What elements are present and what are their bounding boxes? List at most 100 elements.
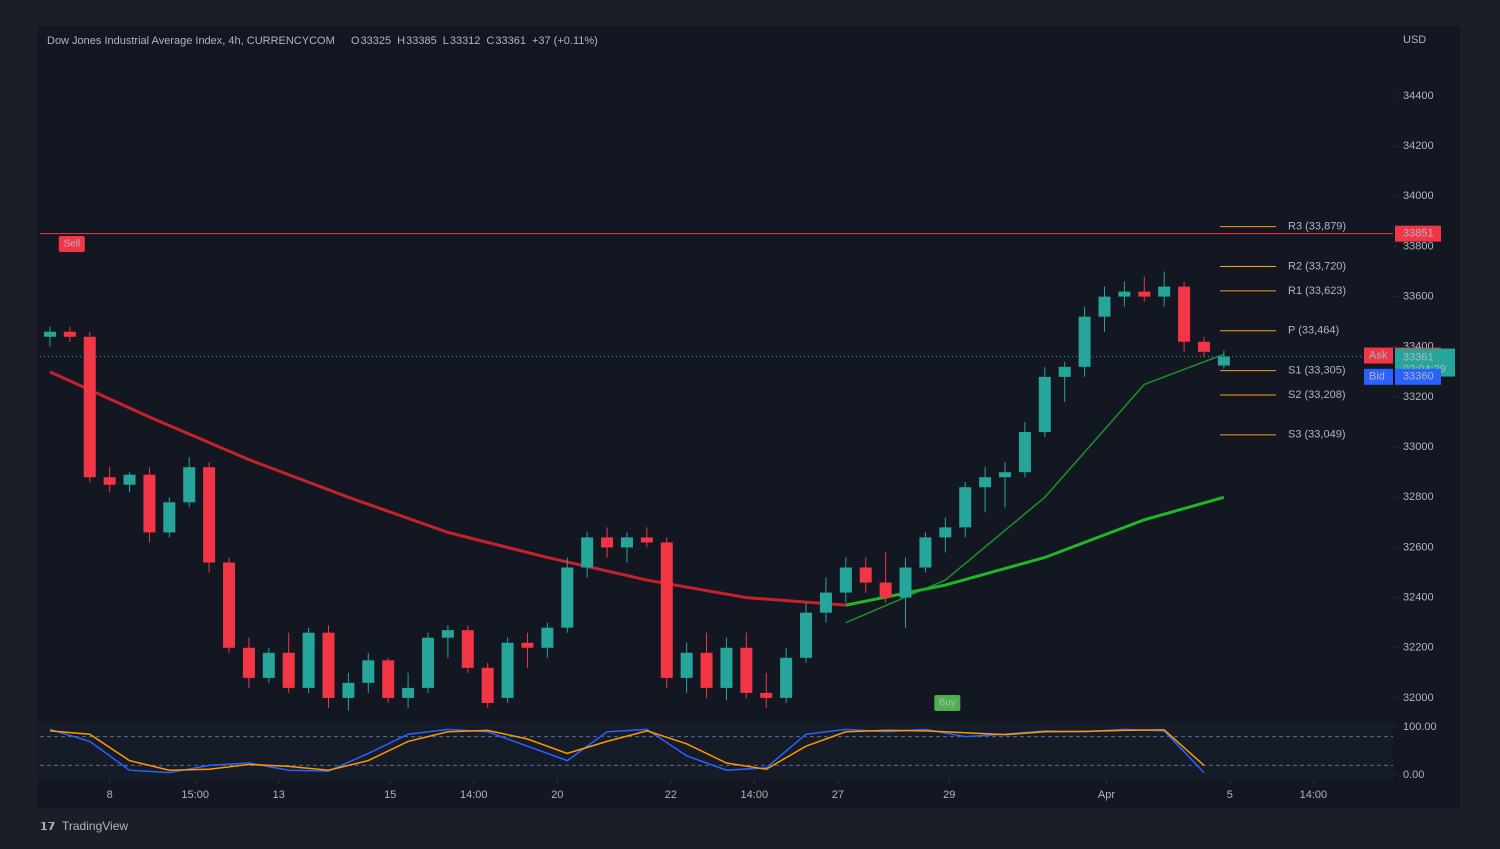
candle-body	[819, 592, 832, 613]
candle-body	[43, 331, 56, 337]
candle-body	[143, 474, 156, 533]
candle-body	[1018, 432, 1031, 473]
x-tick-label: 13	[273, 789, 285, 801]
candle-body	[521, 642, 534, 648]
candle-body	[1158, 286, 1171, 297]
currency: USD	[1403, 34, 1426, 46]
candle-body	[103, 477, 116, 485]
candle-body	[581, 537, 594, 568]
candle-body	[1038, 376, 1051, 433]
candle-body	[382, 660, 395, 698]
candle-body	[879, 582, 892, 598]
signal-label: Sell	[63, 239, 80, 250]
y-tick-label: 33000	[1403, 441, 1434, 453]
ohlc-legend: O 33325 H 33385 L 33312 C 33361 +37 (+0.11%)	[351, 35, 598, 47]
oscillator-tick-label: 100.00	[1403, 721, 1437, 733]
candle-body	[561, 567, 574, 628]
pivot-label: R2 (33,720)	[1288, 260, 1346, 272]
bid-tag	[1364, 368, 1393, 385]
signal-label: Buy	[939, 698, 956, 709]
candle-body	[242, 647, 255, 678]
y-tick-label: 32800	[1403, 491, 1434, 503]
candle-body	[640, 537, 653, 543]
x-tick-label: 15	[384, 789, 396, 801]
x-tick-label: Apr	[1098, 789, 1115, 801]
signal-badge	[934, 694, 961, 711]
logo-mark: 𝟭𝟳	[40, 821, 55, 833]
candle-body	[163, 502, 176, 533]
candle-body	[63, 331, 76, 337]
candle-body	[83, 336, 96, 478]
candle-body	[919, 537, 932, 568]
candle-body	[1078, 316, 1091, 367]
pivot-label: S3 (33,049)	[1288, 429, 1345, 441]
candle-body	[1098, 296, 1111, 317]
brand: TradingView	[62, 819, 128, 833]
ohlc-key: H	[397, 35, 405, 47]
ohlc-value: 33385	[406, 35, 437, 47]
signal-badge	[58, 235, 85, 252]
candle-body	[223, 562, 236, 648]
candle-body	[939, 527, 952, 538]
ohlc-value: 33312	[450, 35, 481, 47]
y-tick-label: 32600	[1403, 541, 1434, 553]
candle-body	[740, 647, 753, 693]
candle-body	[720, 647, 733, 688]
candle-body	[680, 652, 693, 678]
candle-body	[302, 632, 315, 688]
candle-body	[282, 652, 295, 688]
candle-body	[441, 630, 454, 638]
candle-body	[899, 567, 912, 598]
symbol-title: Dow Jones Industrial Average Index, 4h, …	[47, 35, 335, 47]
y-tick-label: 34000	[1403, 190, 1434, 202]
candle-body	[1058, 366, 1071, 377]
candle-body	[481, 667, 494, 703]
pivot-label: R3 (33,879)	[1288, 221, 1346, 233]
moving-average	[49, 370, 846, 607]
candle-body	[780, 657, 793, 698]
candle-body	[760, 692, 773, 698]
ohlc-key: C	[486, 35, 494, 47]
bid-price-box	[1395, 368, 1441, 385]
alert-price-box	[1395, 225, 1441, 242]
ohlc-value: 33361	[495, 35, 526, 47]
pivot-label: R1 (33,623)	[1288, 285, 1346, 297]
x-tick-label: 29	[943, 789, 955, 801]
candle-body	[501, 642, 514, 698]
ask-tag	[1364, 347, 1393, 364]
candle-body	[461, 630, 474, 668]
oscillator-line	[49, 729, 1205, 771]
candle-body	[859, 567, 872, 583]
candle-body	[660, 542, 673, 678]
bid-label: Bid	[1369, 371, 1385, 383]
candle-body	[183, 467, 196, 503]
x-tick-label: 15:00	[181, 789, 209, 801]
y-tick-label: 34400	[1403, 90, 1434, 102]
oscillator-tick-label: 0.00	[1403, 769, 1424, 781]
x-tick-label: 27	[832, 789, 844, 801]
brand-logo: 𝟭𝟳 TradingView	[40, 819, 128, 833]
y-tick-label: 32200	[1403, 642, 1434, 654]
candle-body	[959, 487, 972, 528]
x-tick-label: 5	[1227, 789, 1233, 801]
x-tick-label: 22	[665, 789, 677, 801]
candle-body	[1217, 356, 1230, 366]
moving-average	[845, 353, 1225, 624]
candle-body	[1138, 291, 1151, 297]
ohlc-key: O	[351, 35, 360, 47]
candle-body	[620, 537, 633, 548]
candle-body	[1197, 341, 1210, 352]
candle-body	[541, 627, 554, 648]
candle-body	[700, 652, 713, 688]
alert-price-label: 33851	[1403, 228, 1434, 240]
candle-body	[839, 567, 852, 593]
y-tick-label: 33600	[1403, 291, 1434, 303]
candle-body	[362, 660, 375, 683]
y-tick-label: 32400	[1403, 592, 1434, 604]
candle-body	[1178, 286, 1191, 342]
x-tick-label: 14:00	[741, 789, 769, 801]
moving-average	[845, 495, 1225, 607]
y-tick-label: 33800	[1403, 240, 1434, 252]
candle-body	[123, 474, 136, 485]
pivot-label: S1 (33,305)	[1288, 365, 1345, 377]
